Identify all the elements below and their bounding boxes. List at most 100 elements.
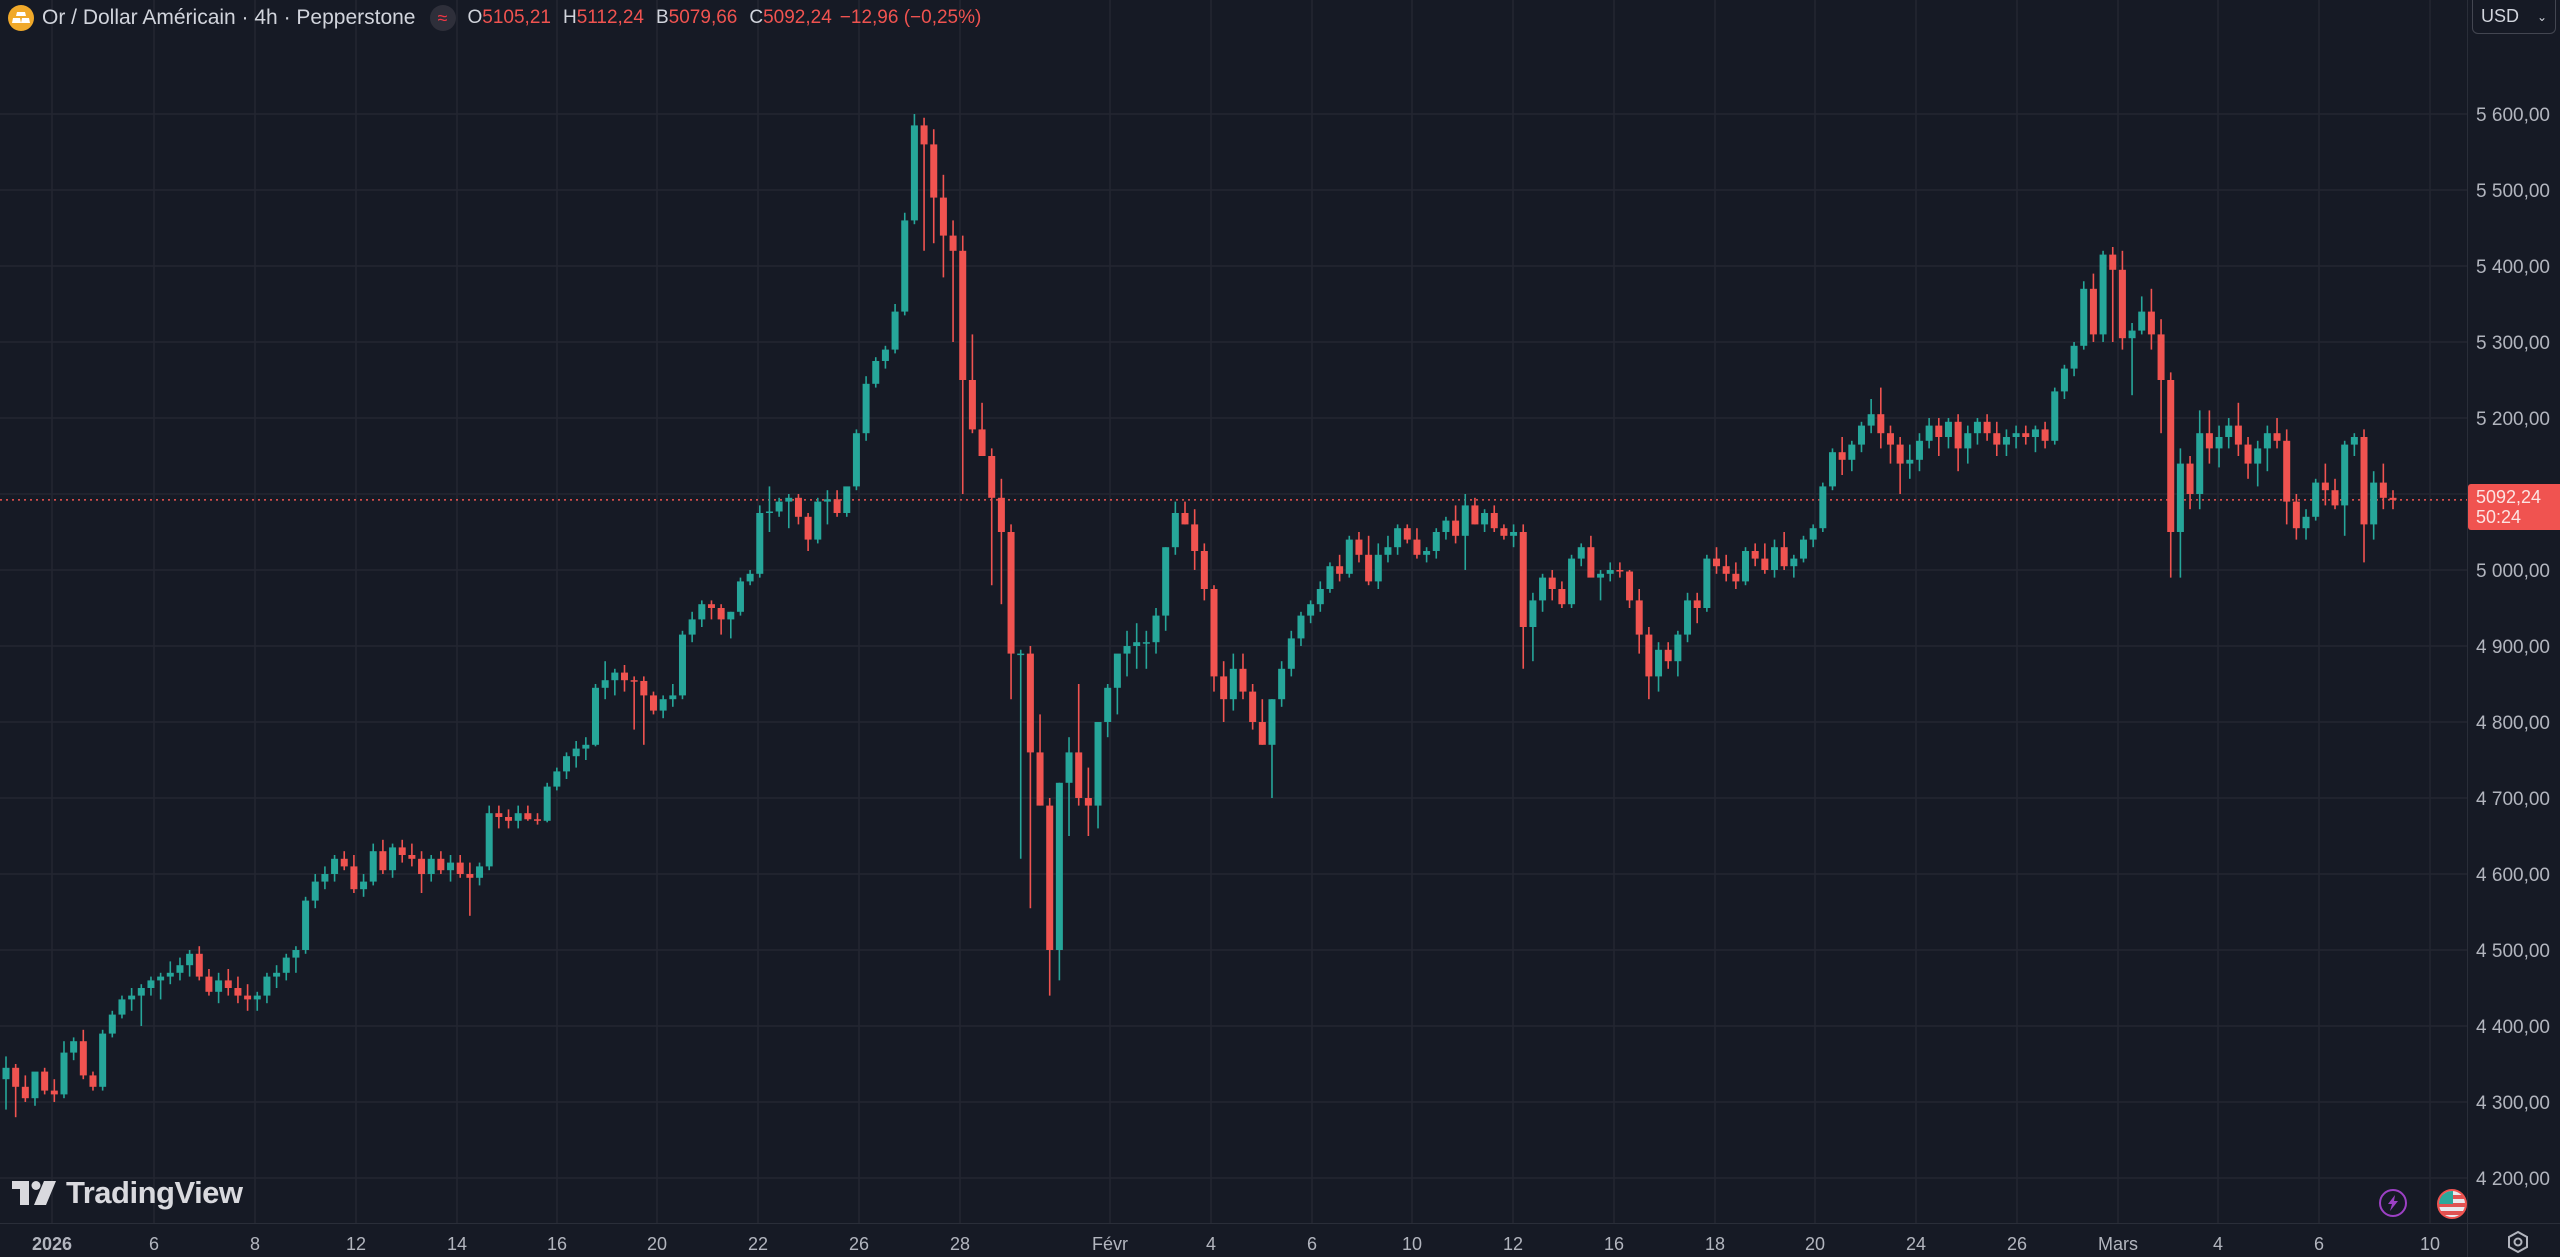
candle [2118,269,2126,339]
candle [1819,486,1827,529]
candle [2022,433,2030,437]
candle [1519,532,1527,627]
candle [1336,566,1344,574]
candle [1983,421,1991,434]
candle [2089,288,2097,335]
candle [1017,653,1025,656]
candle [476,866,484,878]
candle [215,980,223,992]
candle [427,858,435,874]
lightning-icon[interactable] [2379,1189,2407,1217]
gold-bars-icon [8,5,34,31]
candle [1771,547,1779,570]
candle [563,756,571,772]
price-tick-label: 5 000,00 [2476,561,2550,582]
candle [1587,547,1595,578]
candle [60,1052,68,1095]
time-axis[interactable]: 2026 6 8 12 14 16 20 22 26 28 Févr 4 6 10 12 16 18 20 24 26… [32,1234,2440,1254]
candle [234,988,242,996]
currency-label: USD [2481,6,2520,26]
us-flag-icon[interactable] [2437,1189,2467,1219]
time-tick-label: 8 [250,1234,260,1254]
candle [31,1071,39,1099]
candle [12,1067,20,1087]
candle [1249,691,1257,722]
price-tick-label: 4 300,00 [2476,1093,2550,1114]
price-tick-label: 4 900,00 [2476,637,2550,658]
candle [843,486,851,513]
candle [1684,600,1692,635]
candle [2350,437,2358,445]
candle [2205,433,2213,449]
candle [311,881,319,901]
time-tick-label: 24 [1906,1234,1926,1254]
candle [775,501,783,512]
candle [1703,558,1711,608]
currency-dropdown[interactable]: USD ⌄ [2472,0,2556,34]
chart-grid [0,0,2467,1223]
candle [1568,558,1576,605]
candle [872,361,880,384]
tradingview-logo[interactable]: TradingView [12,1175,243,1211]
candle [1026,653,1034,753]
candle [2370,482,2378,525]
candle [21,1086,29,1099]
candle [1287,638,1295,669]
candle [2312,482,2320,517]
candle [2186,463,2194,494]
candle [2002,437,2010,445]
candle [2080,288,2088,346]
candle [1713,558,1721,567]
candle [968,380,976,430]
time-tick-label: 22 [748,1234,768,1254]
time-tick-label: 6 [2314,1234,2324,1254]
time-tick-label: 28 [950,1234,970,1254]
candle [1084,798,1092,806]
candle [118,999,126,1015]
gear-icon[interactable] [2506,1230,2530,1254]
candle [601,680,609,688]
candle [282,957,290,973]
candle [1848,444,1856,460]
candle [717,608,725,620]
candle [1181,513,1189,525]
time-tick-label: 2026 [32,1234,72,1254]
candle [833,499,841,513]
time-tick-label: 14 [447,1234,467,1254]
candle [1616,570,1624,572]
candle [891,311,899,350]
candle [1345,539,1353,574]
candle [1307,604,1315,616]
candle [1210,589,1218,677]
candle [253,995,261,1000]
candle [1828,452,1836,487]
candle [99,1033,107,1087]
candle [1384,547,1392,555]
candle [1809,528,1817,540]
candle [263,976,271,996]
candle [456,862,464,874]
candle [1655,649,1663,677]
candle [321,874,329,882]
candle [804,516,812,540]
candle [1857,425,1865,445]
candle [2060,368,2068,392]
price-tick-label: 5 300,00 [2476,333,2550,354]
candle [1403,528,1411,540]
price-tick-label: 4 500,00 [2476,941,2550,962]
candle [1548,577,1556,589]
approx-icon[interactable]: ≈ [429,5,456,31]
candle [746,573,754,582]
candle [398,847,406,855]
symbol-title[interactable]: Or / Dollar Américain · 4h · Pepperstone [42,6,416,29]
candle [224,980,232,988]
candle [1113,653,1121,688]
candle [505,817,513,821]
candle [166,972,174,977]
time-tick-label: 16 [1604,1234,1624,1254]
candle [688,619,696,635]
bar-countdown: 50:24 [2476,507,2522,527]
price-axis[interactable]: 5 600,00 5 500,00 5 400,00 5 300,00 5 200,00… [2476,105,2550,1190]
candle [2215,437,2223,449]
